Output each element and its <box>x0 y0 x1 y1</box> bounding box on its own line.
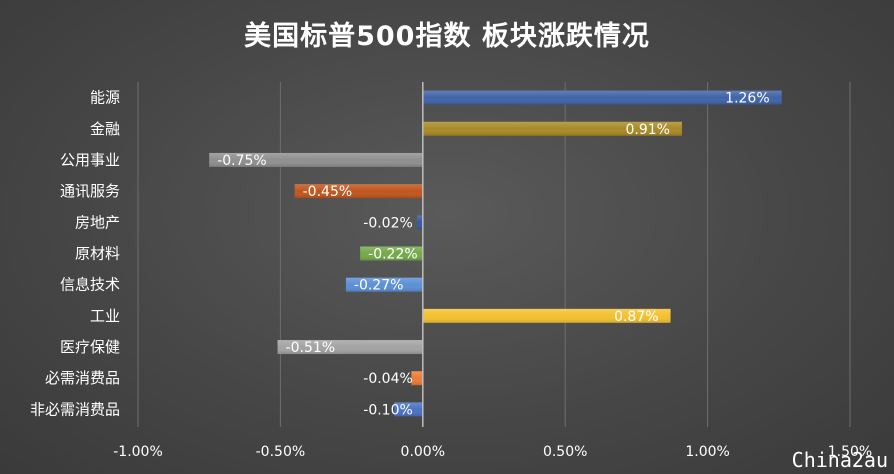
bar-shade <box>422 308 671 323</box>
data-label: -0.02% <box>363 215 413 231</box>
category-label: 非必需消费品 <box>30 400 120 418</box>
chart-title: 美国标普500指数 板块涨跌情况 <box>244 21 650 52</box>
data-label: 0.87% <box>614 309 658 325</box>
x-tick-label: 1.50% <box>828 444 872 460</box>
bar-shade <box>209 152 423 167</box>
category-label: 能源 <box>90 89 120 107</box>
bar-shade <box>360 246 423 261</box>
bar-shade <box>277 340 423 355</box>
data-label: -0.04% <box>363 371 413 387</box>
category-label: 信息技术 <box>60 276 120 294</box>
category-label: 公用事业 <box>60 151 120 169</box>
category-label: 房地产 <box>75 213 120 231</box>
bar-shade <box>422 90 782 105</box>
x-tick-label: 1.00% <box>685 444 729 460</box>
watermark: Chinа2au <box>791 448 888 472</box>
data-label: -0.75% <box>217 153 267 169</box>
data-label: 0.91% <box>625 122 669 138</box>
data-label: -0.22% <box>368 247 418 263</box>
data-label: -0.51% <box>286 340 336 356</box>
bar-shade <box>394 402 423 417</box>
category-label: 通讯服务 <box>60 182 120 200</box>
data-label: 1.26% <box>725 91 769 107</box>
category-label: 金融 <box>90 120 120 138</box>
bar-shade <box>422 121 682 136</box>
data-label: -0.45% <box>303 184 353 200</box>
x-tick-label: -0.50% <box>256 444 306 460</box>
bar-shade <box>345 277 423 292</box>
data-label: -0.27% <box>354 278 404 294</box>
category-label: 原材料 <box>75 245 120 263</box>
category-label: 必需消费品 <box>45 369 120 387</box>
bar-shade <box>294 184 423 199</box>
x-tick-label: 0.00% <box>401 444 445 460</box>
x-tick-label: 0.50% <box>543 444 587 460</box>
bar-shade <box>411 371 423 386</box>
data-label: -0.10% <box>363 402 413 418</box>
category-label: 医疗保健 <box>60 338 120 356</box>
bar-shade <box>417 215 423 230</box>
category-label: 工业 <box>90 307 120 325</box>
x-tick-label: -1.00% <box>113 444 163 460</box>
